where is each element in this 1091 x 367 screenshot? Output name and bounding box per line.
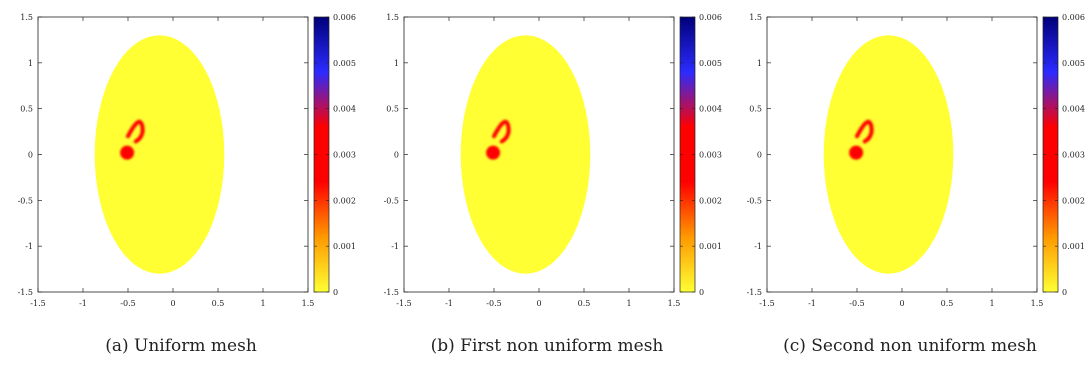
y-tick-label: -1: [391, 242, 399, 251]
heatmap-plot-a: -1.5 -1 -0.5 0 0.5 1 1.5 -1.5 -1 -0.5 0 0.5 1 1.5 0 0.0…: [18, 13, 356, 308]
density-blob: [849, 145, 864, 160]
caption-c: (c) Second non uniform mesh: [783, 336, 1037, 356]
caption-a: (a) Uniform mesh: [105, 336, 257, 356]
domain-ellipse: [460, 35, 591, 274]
y-tick-label: 1: [394, 59, 399, 68]
x-tick-label: 0: [170, 299, 175, 308]
y-tick-label: 1.5: [749, 13, 762, 22]
x-tick-label: -1: [808, 299, 816, 308]
panel-c: -1.5 -1 -0.5 0 0.5 1 1.5 -1.5 -1 -0.5 0 0.5 1 1.5 0 0.0…: [729, 0, 1091, 367]
x-tick-label: 1.5: [668, 299, 681, 308]
x-tick-label: -1: [445, 299, 453, 308]
y-tick-label: 0.5: [386, 105, 399, 114]
y-tick-label: 1: [28, 59, 33, 68]
x-tick-label: 1: [260, 299, 265, 308]
x-tick-label: -1.5: [759, 299, 774, 308]
x-tick-label: 0: [899, 299, 904, 308]
domain-ellipse: [94, 35, 225, 274]
colorbar-tick-label: 0.001: [699, 242, 722, 251]
y-tick-label: 0: [28, 151, 33, 160]
x-tick-label: 1.5: [1031, 299, 1044, 308]
panel-b: -1.5 -1 -0.5 0 0.5 1 1.5 -1.5 -1 -0.5 0 0.5 1 1.5 0 0.0…: [366, 0, 728, 367]
colorbar-tick-label: 0: [1062, 288, 1067, 297]
colorbar-tick-label: 0.002: [333, 196, 356, 205]
domain-ellipse: [823, 35, 954, 274]
colorbar-tick-label: 0.005: [699, 59, 722, 68]
colorbar-tick-label: 0.004: [1062, 105, 1085, 114]
y-tick-label: 1: [757, 59, 762, 68]
heatmap-plot-b: -1.5 -1 -0.5 0 0.5 1 1.5 -1.5 -1 -0.5 0 0.5 1 1.5 0 0.0…: [384, 13, 722, 308]
y-tick-label: -1: [754, 242, 762, 251]
colorbar-tick-label: 0.001: [333, 242, 356, 251]
colorbar-tick-label: 0.001: [1062, 242, 1085, 251]
colorbar-tick-label: 0.002: [1062, 196, 1085, 205]
colorbar-tick-label: 0.003: [699, 151, 722, 160]
caption-b: (b) First non uniform mesh: [430, 336, 664, 356]
colorbar-tick-label: 0.005: [333, 59, 356, 68]
x-tick-label: 0: [536, 299, 541, 308]
colorbar-tick-label: 0.002: [699, 196, 722, 205]
y-tick-label: 1.5: [20, 13, 33, 22]
x-tick-label: -1: [79, 299, 87, 308]
y-tick-label: -0.5: [747, 196, 762, 205]
x-tick-label: 0.5: [212, 299, 225, 308]
colorbar-tick-label: 0: [699, 288, 704, 297]
x-tick-label: -0.5: [486, 299, 501, 308]
y-tick-label: 1.5: [386, 13, 399, 22]
colorbar-tick-label: 0: [333, 288, 338, 297]
x-tick-label: 1.5: [302, 299, 315, 308]
density-arc: [126, 119, 145, 144]
y-tick-label: 0.5: [20, 105, 33, 114]
y-tick-label: -1.5: [384, 288, 399, 297]
density-blob: [120, 145, 135, 160]
density-blob: [486, 145, 501, 160]
colorbar-tick-label: 0.006: [699, 13, 722, 22]
y-tick-label: -1.5: [747, 288, 762, 297]
colorbar-tick-label: 0.006: [1062, 13, 1085, 22]
colorbar-tick-label: 0.005: [1062, 59, 1085, 68]
x-tick-label: -1.5: [396, 299, 411, 308]
colorbar-tick-label: 0.003: [333, 151, 356, 160]
heatmap-plot-c: -1.5 -1 -0.5 0 0.5 1 1.5 -1.5 -1 -0.5 0 0.5 1 1.5 0 0.0…: [747, 13, 1085, 308]
x-tick-label: 1: [626, 299, 631, 308]
x-tick-label: 0.5: [941, 299, 954, 308]
y-tick-label: 0: [394, 151, 399, 160]
x-tick-label: -1.5: [30, 299, 45, 308]
y-tick-label: -1.5: [18, 288, 33, 297]
y-tick-label: -1: [25, 242, 33, 251]
colorbar-tick-label: 0.003: [1062, 151, 1085, 160]
y-tick-label: 0: [757, 151, 762, 160]
x-tick-label: -0.5: [849, 299, 864, 308]
colorbar-tick-label: 0.004: [699, 105, 722, 114]
density-arc: [492, 119, 511, 144]
colorbar-tick-label: 0.006: [333, 13, 356, 22]
density-arc: [855, 119, 874, 144]
y-tick-label: -0.5: [18, 196, 33, 205]
y-tick-label: 0.5: [749, 105, 762, 114]
x-tick-label: 0.5: [578, 299, 591, 308]
x-tick-label: 1: [989, 299, 994, 308]
y-tick-label: -0.5: [384, 196, 399, 205]
panel-a: -1.5 -1 -0.5 0 0.5 1 1.5 -1.5 -1 -0.5 0 0.5 1 1.5 0 0.0…: [0, 0, 362, 367]
colorbar-tick-label: 0.004: [333, 105, 356, 114]
x-tick-label: -0.5: [120, 299, 135, 308]
